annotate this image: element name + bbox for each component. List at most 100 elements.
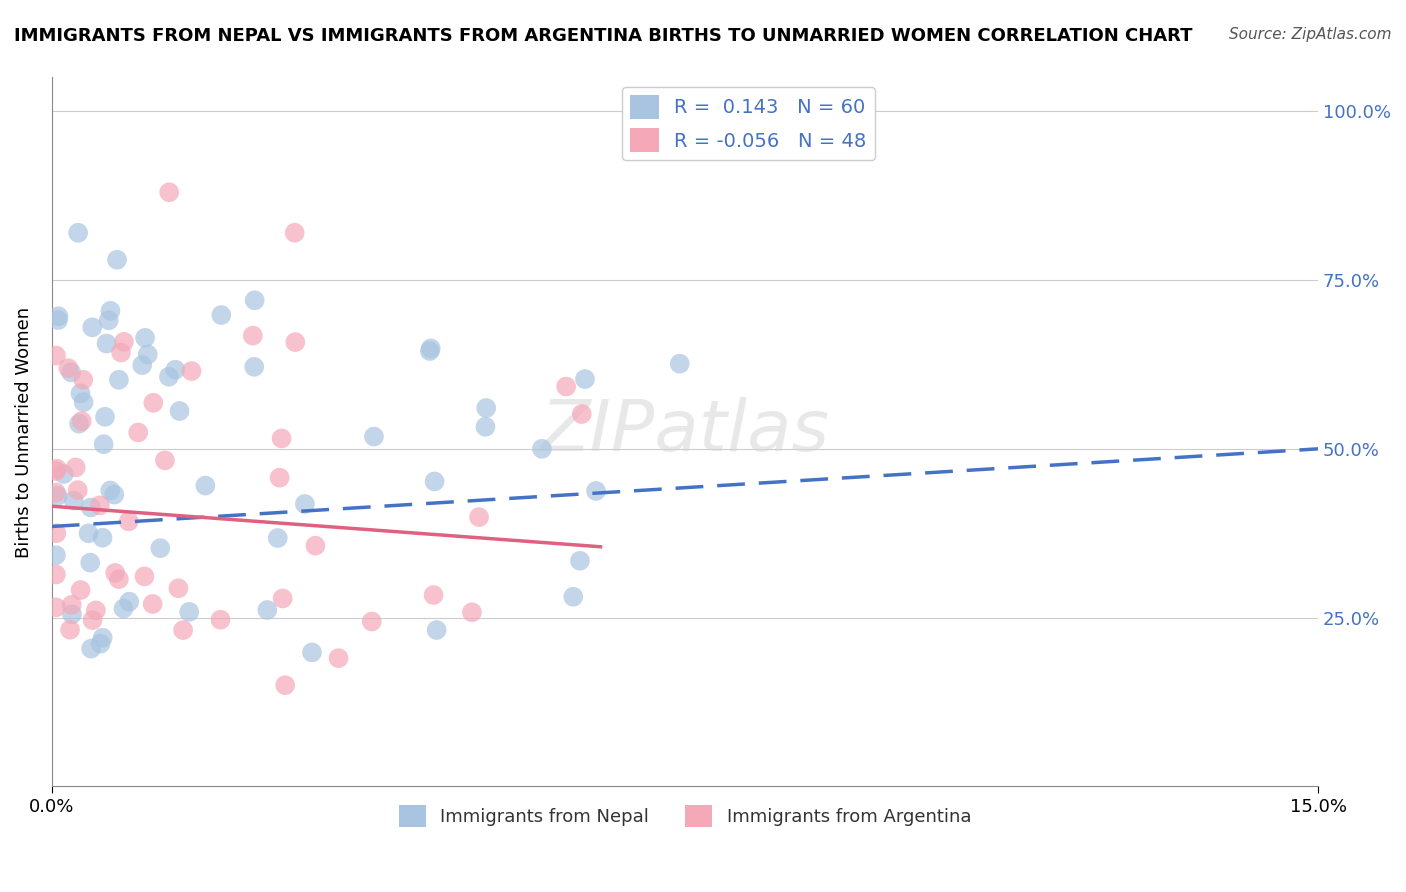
Immigrants from Argentina [72, 373, 94, 387]
Immigrants from Nepal [105, 252, 128, 267]
Immigrants from Nepal [267, 531, 290, 545]
Immigrants from Nepal [136, 347, 159, 361]
Immigrants from Argentina [571, 407, 593, 421]
Immigrants from Argentina [180, 364, 202, 378]
Immigrants from Argentina [360, 615, 382, 629]
Immigrants from Argentina [45, 567, 67, 582]
Immigrants from Argentina [45, 526, 67, 541]
Immigrants from Argentina [45, 485, 67, 500]
Immigrants from Nepal [568, 554, 591, 568]
Immigrants from Nepal [131, 358, 153, 372]
Immigrants from Nepal [149, 541, 172, 556]
Immigrants from Argentina [110, 345, 132, 359]
Immigrants from Nepal [179, 605, 201, 619]
Immigrants from Nepal [562, 590, 585, 604]
Immigrants from Argentina [422, 588, 444, 602]
Immigrants from Nepal [91, 631, 114, 645]
Immigrants from Argentina [153, 453, 176, 467]
Immigrants from Nepal [77, 526, 100, 541]
Immigrants from Nepal [301, 645, 323, 659]
Immigrants from Nepal [243, 293, 266, 308]
Immigrants from Argentina [284, 226, 307, 240]
Immigrants from Nepal [243, 359, 266, 374]
Immigrants from Nepal [60, 365, 83, 379]
Immigrants from Argentina [104, 566, 127, 580]
Immigrants from Argentina [82, 613, 104, 627]
Text: IMMIGRANTS FROM NEPAL VS IMMIGRANTS FROM ARGENTINA BIRTHS TO UNMARRIED WOMEN COR: IMMIGRANTS FROM NEPAL VS IMMIGRANTS FROM… [14, 27, 1192, 45]
Immigrants from Argentina [66, 483, 89, 497]
Immigrants from Nepal [63, 493, 86, 508]
Immigrants from Nepal [89, 637, 111, 651]
Immigrants from Nepal [48, 310, 70, 324]
Immigrants from Nepal [668, 357, 690, 371]
Immigrants from Nepal [100, 303, 122, 318]
Immigrants from Nepal [419, 344, 441, 359]
Immigrants from Nepal [426, 623, 449, 637]
Immigrants from Nepal [67, 226, 90, 240]
Immigrants from Argentina [461, 605, 484, 619]
Immigrants from Argentina [69, 582, 91, 597]
Immigrants from Argentina [127, 425, 149, 440]
Immigrants from Nepal [134, 331, 156, 345]
Immigrants from Nepal [82, 320, 104, 334]
Immigrants from Nepal [80, 500, 103, 515]
Immigrants from Nepal [209, 308, 232, 322]
Immigrants from Argentina [468, 510, 491, 524]
Immigrants from Nepal [574, 372, 596, 386]
Immigrants from Argentina [142, 597, 165, 611]
Immigrants from Argentina [269, 470, 291, 484]
Immigrants from Nepal [194, 478, 217, 492]
Immigrants from Argentina [157, 186, 180, 200]
Immigrants from Argentina [134, 569, 156, 583]
Immigrants from Nepal [96, 336, 118, 351]
Immigrants from Argentina [65, 460, 87, 475]
Immigrants from Argentina [118, 514, 141, 528]
Immigrants from Nepal [108, 373, 131, 387]
Immigrants from Argentina [142, 396, 165, 410]
Immigrants from Nepal [419, 342, 441, 356]
Immigrants from Nepal [46, 489, 69, 503]
Immigrants from Nepal [94, 409, 117, 424]
Immigrants from Nepal [45, 548, 67, 562]
Text: ZIPatlas: ZIPatlas [540, 398, 830, 467]
Immigrants from Argentina [555, 379, 578, 393]
Immigrants from Argentina [112, 334, 135, 349]
Immigrants from Argentina [70, 414, 93, 428]
Immigrants from Nepal [72, 395, 94, 409]
Immigrants from Argentina [284, 335, 307, 350]
Immigrants from Nepal [423, 475, 446, 489]
Immigrants from Nepal [98, 483, 121, 498]
Immigrants from Nepal [475, 401, 498, 415]
Immigrants from Argentina [271, 591, 294, 606]
Immigrants from Nepal [585, 483, 607, 498]
Immigrants from Nepal [97, 313, 120, 327]
Immigrants from Nepal [112, 601, 135, 615]
Immigrants from Argentina [45, 349, 67, 363]
Immigrants from Nepal [46, 313, 69, 327]
Immigrants from Nepal [93, 437, 115, 451]
Immigrants from Nepal [169, 404, 191, 418]
Immigrants from Nepal [60, 607, 83, 622]
Immigrants from Argentina [270, 431, 292, 445]
Immigrants from Argentina [58, 361, 80, 376]
Immigrants from Nepal [80, 641, 103, 656]
Immigrants from Nepal [52, 467, 75, 481]
Immigrants from Argentina [304, 539, 326, 553]
Immigrants from Argentina [242, 328, 264, 343]
Immigrants from Argentina [84, 603, 107, 617]
Immigrants from Argentina [167, 581, 190, 595]
Immigrants from Nepal [103, 487, 125, 501]
Immigrants from Argentina [46, 461, 69, 475]
Immigrants from Nepal [67, 417, 90, 431]
Immigrants from Argentina [274, 678, 297, 692]
Immigrants from Nepal [165, 362, 187, 376]
Immigrants from Nepal [157, 369, 180, 384]
Immigrants from Argentina [172, 623, 194, 637]
Immigrants from Argentina [45, 600, 67, 615]
Immigrants from Nepal [118, 594, 141, 608]
Y-axis label: Births to Unmarried Women: Births to Unmarried Women [15, 306, 32, 558]
Immigrants from Argentina [328, 651, 350, 665]
Immigrants from Nepal [294, 497, 316, 511]
Immigrants from Nepal [69, 386, 91, 401]
Immigrants from Argentina [60, 598, 83, 612]
